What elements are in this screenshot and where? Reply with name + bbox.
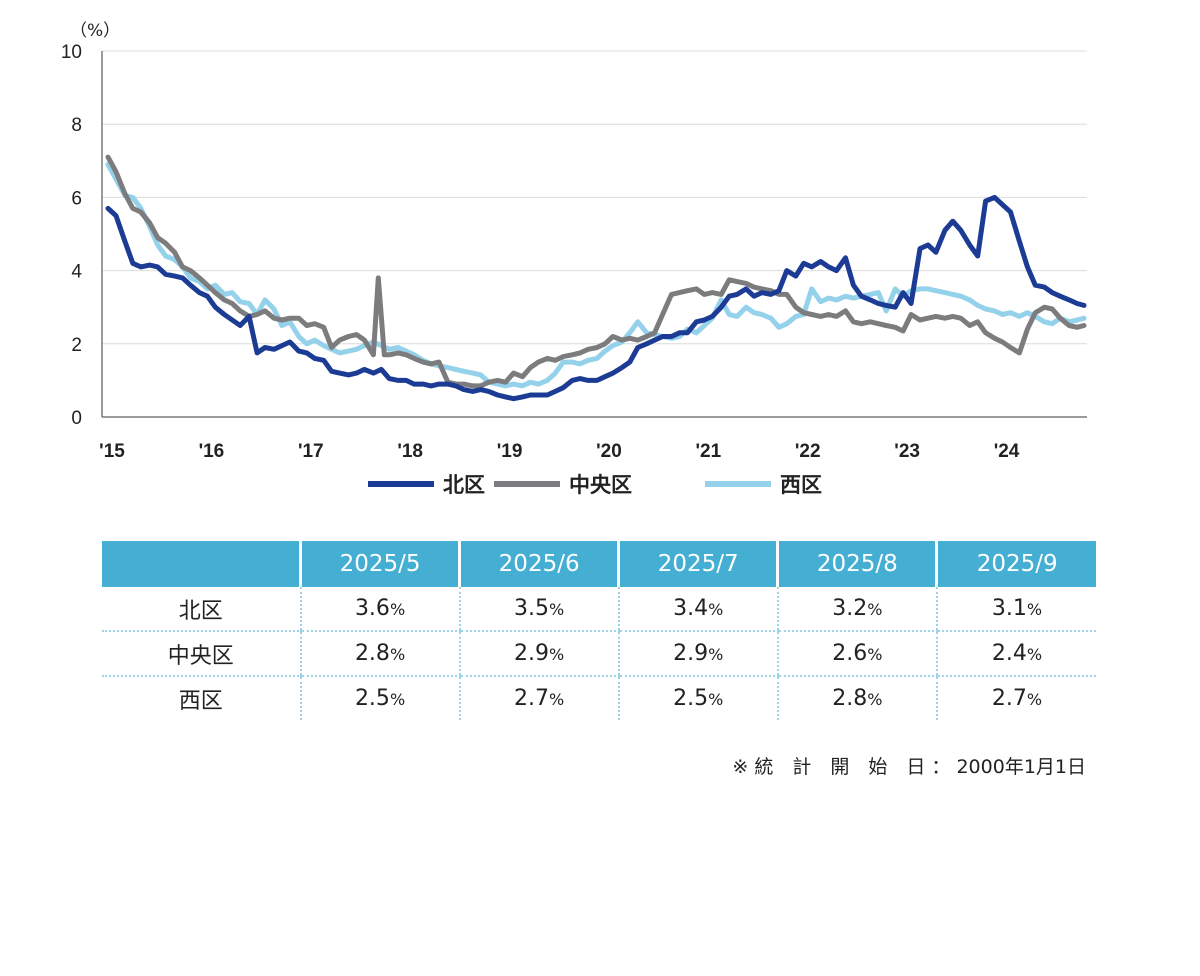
cell-value: 2.7 bbox=[514, 686, 550, 711]
legend-label: 北区 bbox=[443, 473, 485, 497]
y-axis-unit-label: （%） bbox=[70, 21, 120, 41]
cell-value: 2.9 bbox=[514, 641, 550, 666]
percent-sign: % bbox=[708, 600, 724, 619]
series-line-0 bbox=[105, 194, 1087, 402]
y-tick-label: 10 bbox=[61, 42, 82, 63]
table-column-header: 2025/9 bbox=[935, 541, 1096, 587]
percent-sign: % bbox=[549, 600, 565, 619]
percent-sign: % bbox=[389, 600, 406, 619]
x-tick-label: '23 bbox=[894, 441, 920, 462]
table-cell: 2.5% bbox=[617, 676, 778, 720]
x-tick-label: '20 bbox=[596, 441, 622, 462]
table-cell: 2.8% bbox=[299, 631, 460, 677]
row-label: 北区 bbox=[102, 587, 301, 632]
x-tick-label: '17 bbox=[298, 441, 324, 462]
table-cell: 3.5% bbox=[458, 587, 619, 632]
cell-value: 2.8 bbox=[354, 641, 390, 666]
cell-value: 2.6 bbox=[832, 641, 868, 666]
series-lines bbox=[105, 154, 1087, 402]
x-tick-label: '24 bbox=[994, 441, 1020, 462]
cell-value: 2.9 bbox=[673, 641, 709, 666]
table-cell: 3.1% bbox=[935, 587, 1096, 632]
y-tick-label: 0 bbox=[71, 408, 82, 429]
row-label: 西区 bbox=[178, 688, 223, 714]
percent-sign: % bbox=[549, 645, 565, 664]
row-label: 中央区 bbox=[102, 631, 301, 677]
table-row: 北区 3.6% 3.5% 3.4% 3.2% 3.1% bbox=[102, 587, 1096, 632]
percent-sign: % bbox=[389, 645, 406, 664]
percent-sign: % bbox=[389, 690, 406, 709]
cell-value: 3.6 bbox=[354, 596, 390, 621]
legend: 北区 中央区 西区 bbox=[368, 473, 822, 497]
y-tick-label: 6 bbox=[71, 188, 82, 209]
x-tick-label: '16 bbox=[199, 441, 225, 462]
percent-sign: % bbox=[867, 600, 883, 619]
legend-label: 中央区 bbox=[569, 473, 632, 497]
y-tick-labels: 0 2 4 6 8 10 bbox=[61, 42, 83, 429]
y-tick-label: 8 bbox=[71, 115, 82, 136]
percent-sign: % bbox=[549, 690, 565, 709]
footnote: ※ 統 計 開 始 日 ： 2000年1月1日 bbox=[732, 756, 1086, 778]
percent-sign: % bbox=[1026, 600, 1043, 619]
cell-value: 3.5 bbox=[514, 596, 550, 621]
table-row: 中央区 2.8% 2.9% 2.9% 2.6% 2.4% bbox=[102, 631, 1096, 677]
percent-sign: % bbox=[1026, 690, 1043, 709]
percent-sign: % bbox=[1026, 645, 1043, 664]
table-column-header: 2025/6 bbox=[458, 541, 619, 587]
x-tick-label: '15 bbox=[99, 441, 125, 462]
table-cell: 2.5% bbox=[299, 676, 460, 720]
percent-sign: % bbox=[708, 645, 724, 664]
table-column-header: 2025/8 bbox=[776, 541, 937, 587]
legend-label: 西区 bbox=[780, 473, 822, 497]
table-header-row: 2025/5 2025/6 2025/7 2025/8 2025/9 bbox=[102, 541, 1096, 587]
percent-sign: % bbox=[867, 645, 883, 664]
cell-value: 2.5 bbox=[673, 686, 709, 711]
table-cell: 2.7% bbox=[935, 676, 1096, 720]
y-tick-label: 2 bbox=[71, 335, 82, 356]
x-tick-label: '21 bbox=[696, 441, 722, 462]
x-tick-label: '22 bbox=[795, 441, 821, 462]
table-cell: 2.9% bbox=[458, 631, 619, 677]
cell-value: 2.4 bbox=[991, 641, 1027, 666]
table-column-header: 2025/5 bbox=[298, 541, 460, 587]
series-line-1 bbox=[105, 154, 1087, 389]
cell-value: 3.2 bbox=[832, 596, 868, 621]
x-tick-labels: '15 '16 '17 '18 '19 '20 '21 '22 '23 '24 bbox=[99, 441, 1020, 462]
cell-value: 2.8 bbox=[832, 686, 868, 711]
table-cell: 3.6% bbox=[299, 587, 460, 632]
cell-value: 2.5 bbox=[354, 686, 390, 711]
series-line-2 bbox=[105, 162, 1087, 389]
cell-value: 3.1 bbox=[991, 596, 1027, 621]
x-tick-label: '18 bbox=[397, 441, 423, 462]
table-cell: 3.2% bbox=[776, 587, 937, 632]
grid-lines bbox=[102, 50, 1087, 345]
table-corner-cell bbox=[102, 541, 301, 587]
table-cell: 2.6% bbox=[776, 631, 937, 677]
y-tick-label: 4 bbox=[71, 262, 82, 283]
table-cell: 2.4% bbox=[935, 631, 1096, 677]
data-table: 2025/5 2025/6 2025/7 2025/8 2025/9 北区 3.6% 3.5… bbox=[102, 541, 1096, 720]
table-body: 北区 3.6% 3.5% 3.4% 3.2% 3.1% 中央区 2.8% 2.9% 2.9% 2.6… bbox=[102, 587, 1096, 720]
table-cell: 2.7% bbox=[458, 676, 619, 720]
table-cell: 2.9% bbox=[617, 631, 778, 677]
cell-value: 2.7 bbox=[991, 686, 1027, 711]
table-cell: 2.8% bbox=[776, 676, 937, 720]
cell-value: 3.4 bbox=[673, 596, 709, 621]
table-cell: 3.4% bbox=[617, 587, 778, 632]
table-column-header: 2025/7 bbox=[617, 541, 778, 587]
percent-sign: % bbox=[867, 690, 883, 709]
percent-sign: % bbox=[708, 690, 724, 709]
table-row: 西区 2.5% 2.7% 2.5% 2.8% 2.7% bbox=[102, 676, 1096, 720]
x-tick-label: '19 bbox=[497, 441, 523, 462]
